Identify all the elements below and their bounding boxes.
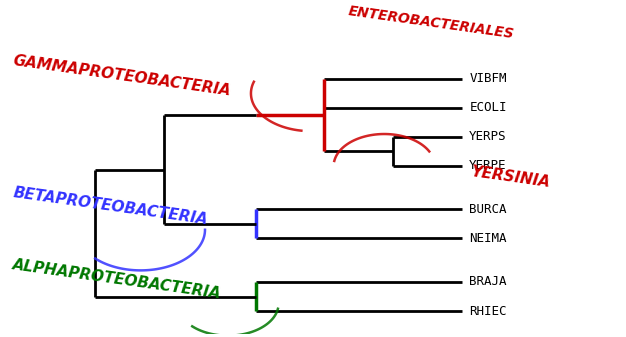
Text: ALPHAPROTEOBACTERIA: ALPHAPROTEOBACTERIA [12,257,223,301]
Text: BURCA: BURCA [470,203,507,216]
Text: YERPS: YERPS [470,130,507,144]
Text: ENTEROBACTERIALES: ENTEROBACTERIALES [347,4,515,41]
Text: GAMMAPROTEOBACTERIA: GAMMAPROTEOBACTERIA [12,53,232,99]
Text: BRAJA: BRAJA [470,275,507,288]
Text: RHIEC: RHIEC [470,305,507,317]
Text: YERPE: YERPE [470,159,507,173]
Text: BETAPROTEOBACTERIA: BETAPROTEOBACTERIA [12,185,208,228]
Text: VIBFM: VIBFM [470,72,507,85]
Text: ECOLI: ECOLI [470,101,507,114]
Text: NEIMA: NEIMA [470,232,507,245]
Text: YERSINIA: YERSINIA [470,164,550,190]
